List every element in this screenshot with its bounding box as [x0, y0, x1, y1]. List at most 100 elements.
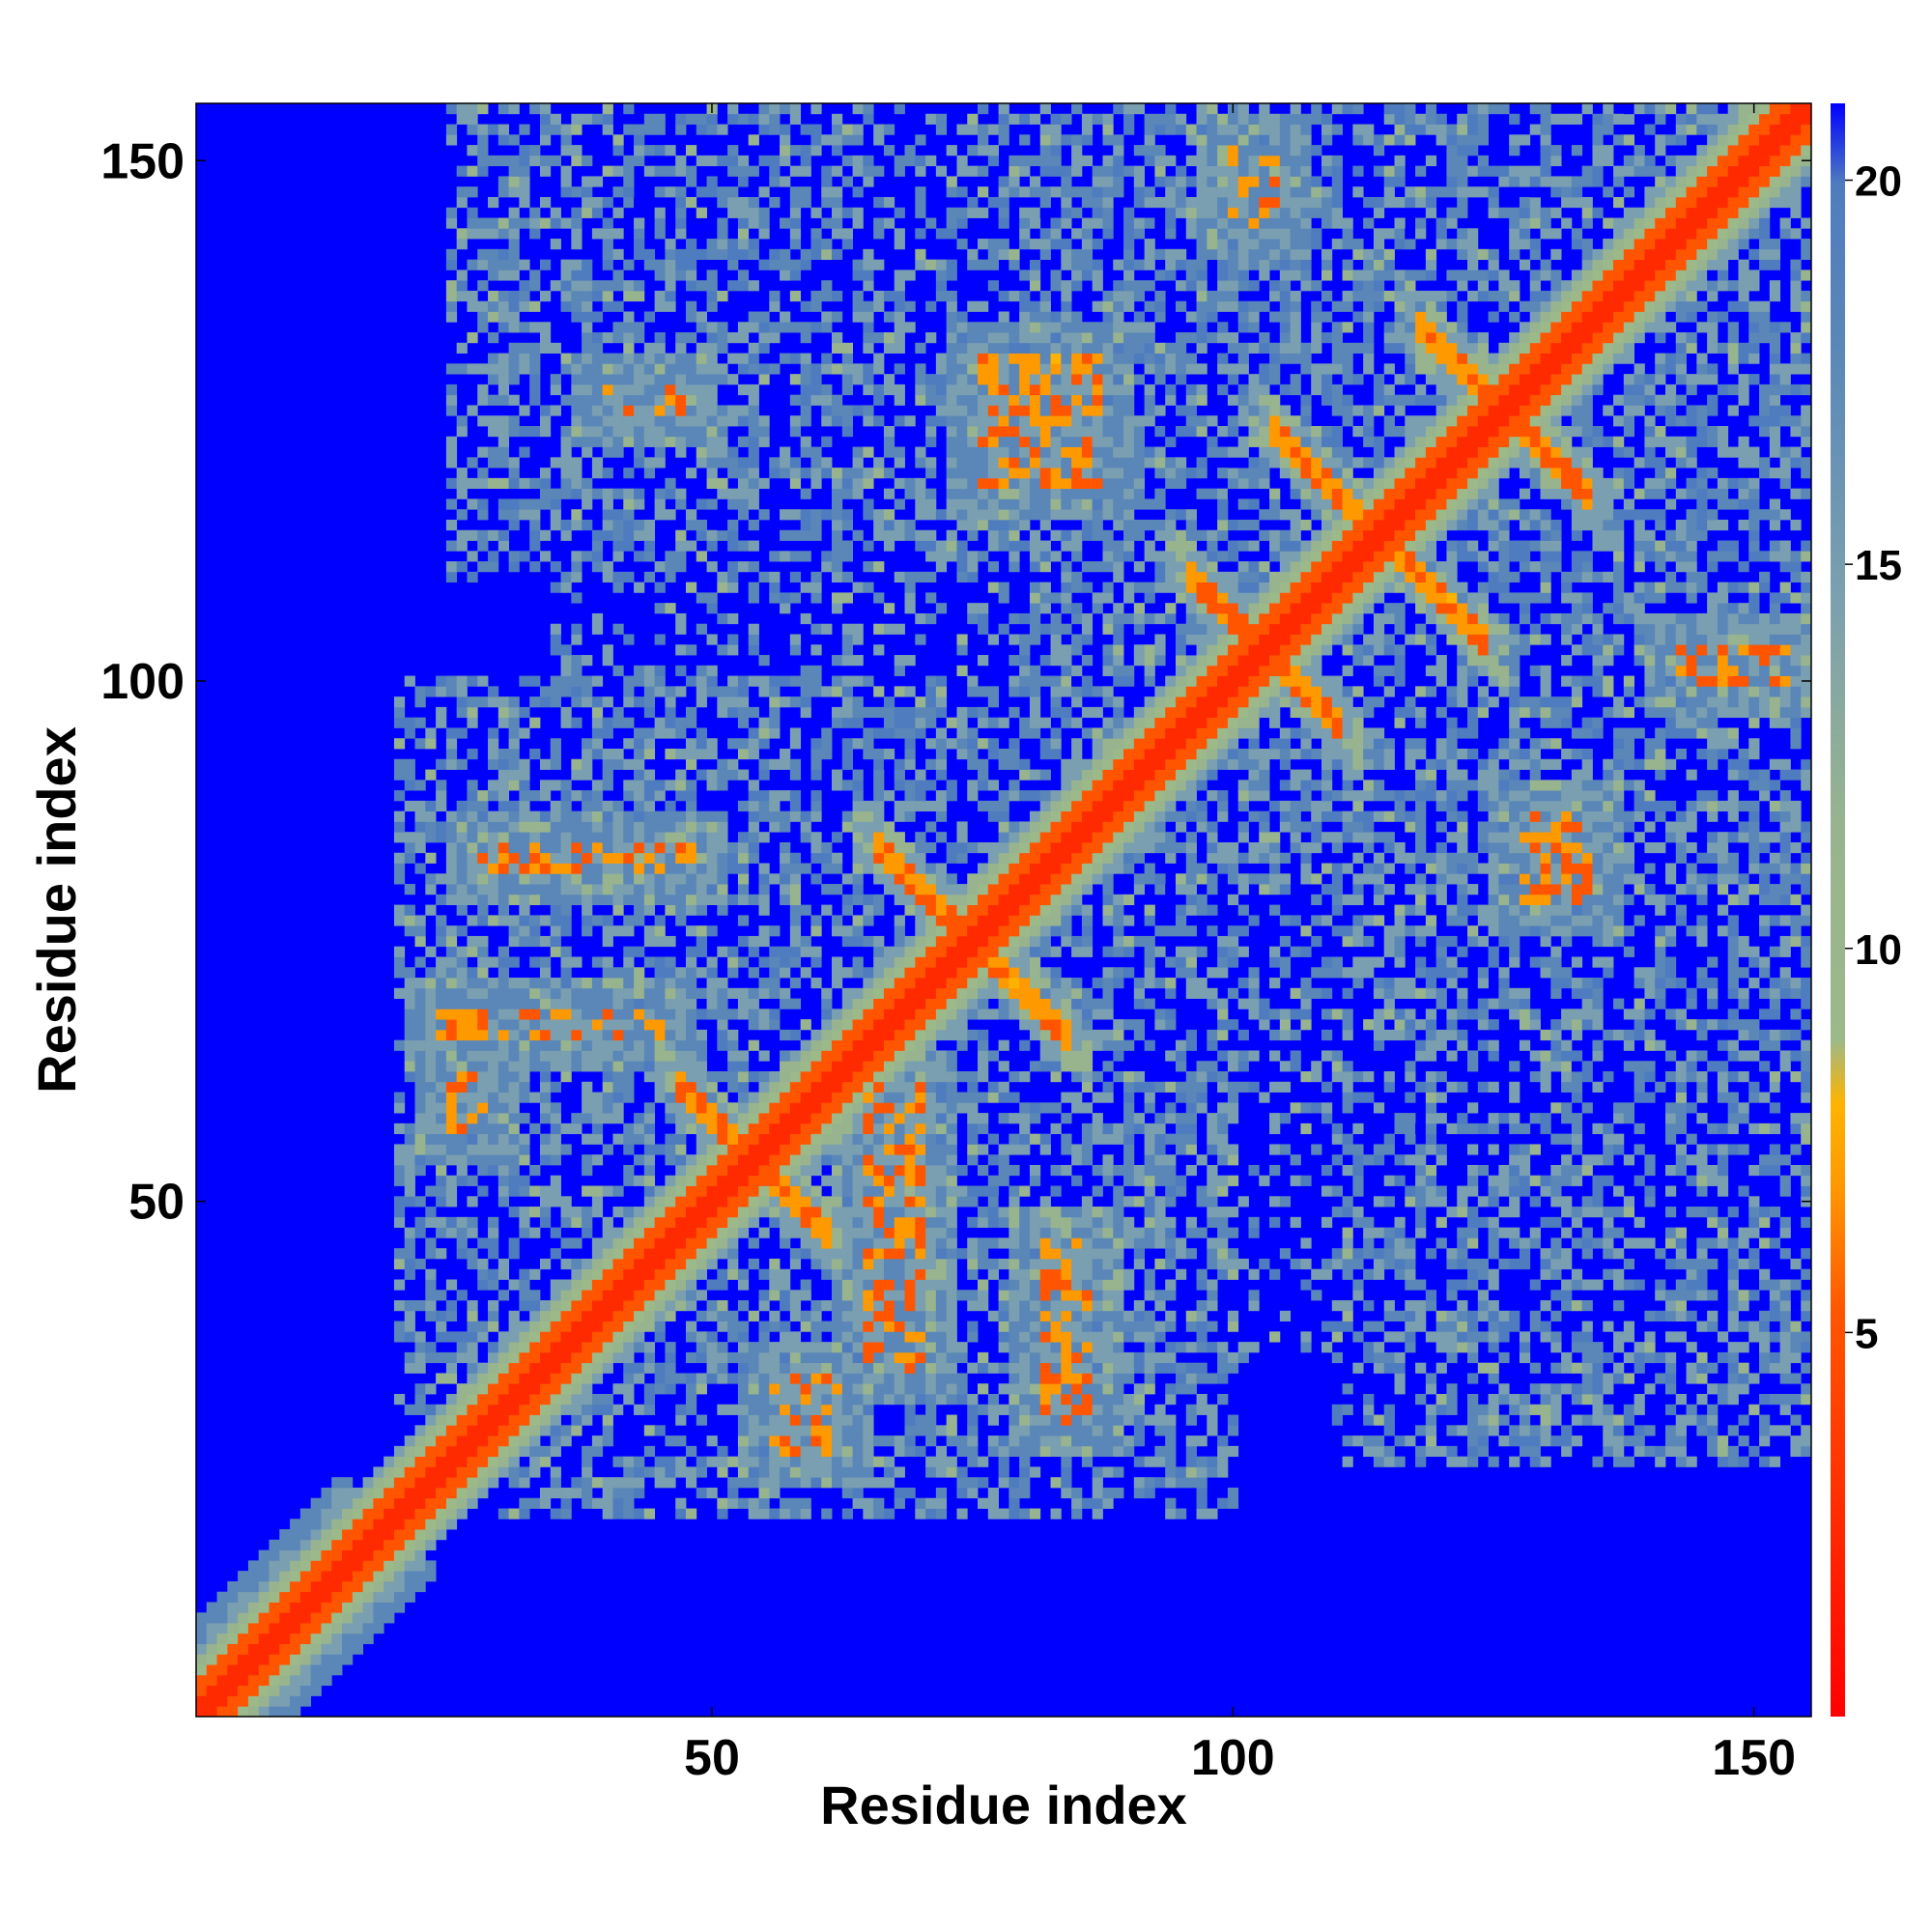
heatmap-cell — [634, 363, 645, 375]
heatmap-cell — [883, 374, 895, 385]
heatmap-cell — [623, 374, 635, 385]
heatmap-cell — [956, 749, 968, 760]
heatmap-cell — [529, 1019, 541, 1031]
heatmap-cell — [571, 1383, 582, 1395]
heatmap-cell — [935, 509, 948, 521]
heatmap-cell — [623, 1497, 635, 1509]
heatmap-cell — [894, 311, 905, 323]
heatmap-cell — [696, 374, 707, 385]
heatmap-cell — [373, 1560, 384, 1572]
heatmap-cell — [904, 1113, 916, 1124]
heatmap-cell — [685, 894, 697, 906]
heatmap-cell — [477, 415, 489, 427]
heatmap-cell — [560, 810, 572, 822]
heatmap-cell — [852, 1050, 864, 1062]
heatmap-cell — [935, 1154, 948, 1166]
heatmap-cell — [685, 270, 697, 281]
heatmap-cell — [591, 1477, 604, 1489]
heatmap-cell — [425, 821, 437, 833]
heatmap-cell — [685, 300, 697, 312]
heatmap-cell — [384, 1497, 395, 1509]
heatmap-cell — [780, 1207, 791, 1218]
heatmap-cell — [800, 1373, 811, 1384]
heatmap-cell — [571, 790, 582, 802]
heatmap-cell — [925, 384, 937, 396]
heatmap-cell — [748, 1122, 759, 1135]
heatmap-cell — [935, 1279, 948, 1291]
heatmap-cell — [821, 1237, 833, 1249]
heatmap-cell — [915, 1445, 926, 1458]
heatmap-cell — [196, 1685, 208, 1696]
heatmap-cell — [873, 727, 885, 739]
heatmap-cell — [550, 155, 561, 167]
heatmap-cell — [758, 1196, 770, 1208]
heatmap-cell — [863, 259, 874, 270]
heatmap-cell — [321, 1612, 332, 1624]
heatmap-cell — [539, 1144, 552, 1155]
heatmap-cell — [414, 1061, 426, 1072]
heatmap-cell — [810, 582, 822, 593]
heatmap-cell — [758, 477, 770, 490]
heatmap-cell — [685, 1279, 697, 1291]
heatmap-cell — [508, 468, 520, 479]
heatmap-cell — [591, 529, 604, 541]
heatmap-cell — [685, 1258, 697, 1270]
heatmap-cell — [737, 1175, 750, 1186]
heatmap-cell — [508, 176, 520, 187]
heatmap-cell — [832, 1019, 843, 1031]
heatmap-cell — [623, 529, 635, 541]
heatmap-cell — [956, 841, 968, 854]
heatmap-cell — [634, 239, 645, 250]
heatmap-cell — [414, 1300, 426, 1312]
heatmap-cell — [467, 675, 478, 687]
heatmap-cell — [852, 810, 864, 822]
heatmap-cell — [675, 415, 687, 427]
heatmap-cell — [675, 915, 687, 926]
heatmap-cell — [445, 1009, 458, 1020]
heatmap-cell — [935, 165, 948, 177]
heatmap-cell — [841, 1487, 853, 1499]
heatmap-cell — [758, 717, 770, 728]
heatmap-cell — [675, 1508, 687, 1520]
heatmap-cell — [915, 1113, 926, 1124]
heatmap-cell — [883, 1009, 895, 1020]
heatmap-cell — [571, 894, 582, 906]
heatmap-cell — [925, 1435, 937, 1447]
heatmap-cell — [727, 1237, 739, 1249]
heatmap-cell — [560, 706, 572, 719]
heatmap-cell — [436, 790, 447, 802]
heatmap-cell — [748, 540, 759, 552]
heatmap-cell — [550, 1487, 561, 1499]
heatmap-cell — [758, 1373, 770, 1384]
heatmap-cell — [290, 1664, 301, 1676]
heatmap-cell — [863, 1268, 874, 1280]
heatmap-cell — [519, 1133, 530, 1145]
heatmap-cell — [488, 821, 499, 833]
heatmap-cell — [654, 1081, 666, 1093]
heatmap-cell — [956, 1487, 968, 1499]
heatmap-cell — [665, 1050, 676, 1062]
heatmap-cell — [206, 1633, 217, 1644]
heatmap-cell — [769, 1207, 781, 1218]
heatmap-cell — [436, 967, 447, 979]
heatmap-cell — [925, 1351, 937, 1364]
heatmap-cell — [685, 1185, 697, 1197]
heatmap-cell — [362, 1477, 374, 1489]
heatmap-cell — [800, 551, 811, 562]
heatmap-cell — [665, 987, 676, 999]
heatmap-cell — [696, 322, 707, 333]
heatmap-cell — [737, 405, 750, 416]
heatmap-cell — [623, 1279, 635, 1291]
heatmap-cell — [488, 1248, 499, 1260]
heatmap-cell — [873, 790, 885, 802]
heatmap-cell — [841, 1310, 853, 1321]
heatmap-cell — [675, 1164, 687, 1177]
heatmap-cell — [863, 1185, 874, 1197]
heatmap-cell — [873, 998, 885, 1009]
heatmap-cell — [550, 1300, 561, 1312]
heatmap-cell — [456, 1445, 468, 1458]
heatmap-cell — [342, 1591, 354, 1603]
heatmap-cell — [717, 1351, 728, 1364]
heatmap-cell — [748, 1456, 759, 1467]
heatmap-cell — [852, 634, 864, 645]
